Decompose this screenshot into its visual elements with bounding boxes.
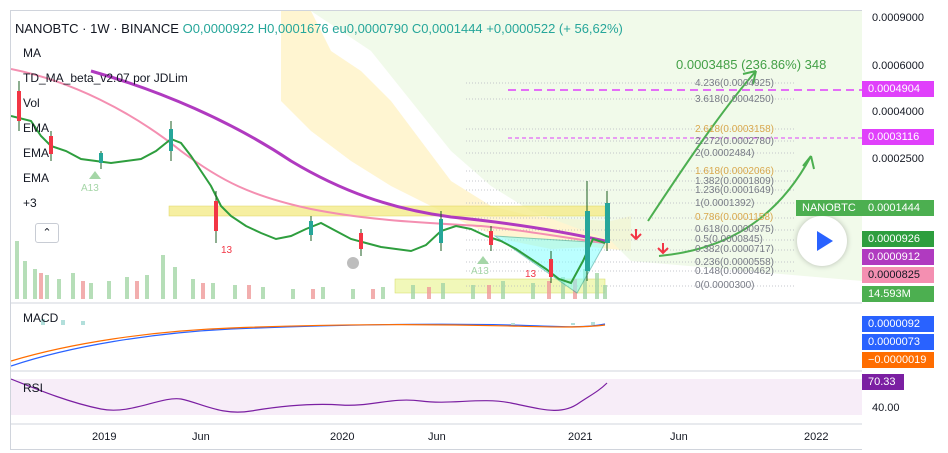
time-label-jun-2020: Jun [428, 431, 446, 443]
tag-macd-3: −0.0000019 [862, 352, 934, 368]
tag-0001444: 0.0001444 [862, 200, 934, 216]
red-arrow-2 [657, 243, 669, 255]
tag-macd-1: 0.0000092 [862, 316, 934, 332]
time-label-2022: 2022 [804, 431, 829, 443]
tag-rsi: 70.33 [862, 374, 904, 390]
play-icon [817, 231, 833, 251]
time-label-jun-2021: Jun [670, 431, 688, 443]
macd-label[interactable]: MACD [23, 311, 59, 325]
projection-arrow-2-head [802, 155, 815, 170]
td-line-green [11, 115, 606, 285]
fib-4236: 4.236(0.0004925) [695, 78, 774, 89]
tag-0000912: 0.0000912 [862, 249, 934, 265]
macd-histogram [41, 319, 595, 325]
time-label-2019: 2019 [92, 431, 117, 443]
rsi-label[interactable]: RSI [23, 381, 44, 395]
projection-arrow-1-head [742, 70, 757, 85]
time-label-2021: 2021 [568, 431, 593, 443]
tag-0004904: 0.0004904 [862, 81, 934, 97]
tag-0003116: 0.0003116 [862, 129, 934, 145]
rsi-line [11, 378, 608, 413]
time-label-jun-2019: Jun [192, 431, 210, 443]
green-cloud [311, 11, 862, 281]
rsi-band [11, 379, 862, 415]
a13-triangle-2 [477, 256, 489, 264]
indicator-ema-2[interactable]: EMA [23, 146, 50, 160]
a13-label-2: A13 [471, 266, 489, 277]
ohlc-open: O0,0000922 [182, 21, 255, 36]
indicator-ma[interactable]: MA [23, 46, 41, 60]
macd-line [11, 323, 606, 367]
ohlc-change: +0,0000522 (+ 56,62%) [486, 21, 623, 36]
symbol-tag: NANOBTC [796, 200, 862, 216]
chart-frame[interactable]: NANOBTC · 1W · BINANCE O0,0000922 H0,000… [10, 10, 863, 450]
td-13-label-1: 13 [221, 245, 233, 256]
fib-05: 0.5(0.0000845) [695, 234, 763, 245]
symbol-title[interactable]: NANOBTC · 1W · BINANCE [15, 21, 179, 36]
td-13-label-2: 13 [525, 269, 537, 280]
fib-1618: 1.618(0.0002066) [695, 166, 774, 177]
ma-purple [90, 69, 606, 243]
ohlc-close: C0,0001444 [411, 21, 483, 36]
tag-macd-2: 0.0000073 [862, 334, 934, 350]
collapse-legend-button[interactable]: ⌃ [35, 223, 59, 243]
indicator-ema-1[interactable]: EMA [23, 121, 50, 135]
fib-0618: 0.618(0.0000975) [695, 224, 774, 235]
target-label: 0.0003485 (236.86%) 348 [676, 57, 827, 72]
ohlc-high: H0,0001676 [257, 21, 329, 36]
price-tick-2: 0.0006000 [872, 60, 924, 72]
fib-3618: 3.618(0.0004250) [695, 94, 774, 105]
indicator-ema-3[interactable]: EMA [23, 171, 50, 185]
fib-0: 0(0.0000300) [695, 280, 755, 291]
fib-2272: 2.272(0.0002780) [695, 136, 774, 147]
ema-pink [11, 68, 606, 244]
fib-0382: 0.382(0.0000717) [695, 244, 774, 255]
a13-label-1: A13 [81, 183, 99, 194]
tag-0000926: 0.0000926 [862, 231, 934, 247]
fib-1236: 1.236(0.0001649) [695, 185, 774, 196]
projection-arrow-1 [647, 70, 757, 222]
price-tick-3: 0.0004000 [872, 106, 924, 118]
chart-canvas[interactable] [11, 11, 862, 449]
red-arrow-1 [630, 229, 642, 241]
indicator-more[interactable]: +3 [23, 196, 37, 210]
ohlc-low: eu0,0000790 [332, 21, 409, 36]
fib-0236: 0.236(0.0000558) [695, 257, 774, 268]
macd-signal [11, 324, 606, 362]
indicator-td-ma[interactable]: TD_MA_beta_v2.07 por JDLim [23, 71, 188, 85]
indicator-vol[interactable]: Vol [23, 96, 40, 110]
fib-1382: 1.382(0.0001809) [695, 176, 774, 187]
fib-1: 1(0.0001392) [695, 198, 755, 209]
tag-0000825: 0.0000825 [862, 267, 934, 283]
projection-arrow-2 [658, 155, 812, 257]
rsi-tick-40: 40.00 [872, 402, 900, 414]
resistance-zone [168, 205, 606, 217]
circle-mark [347, 257, 359, 269]
play-button[interactable] [797, 216, 847, 266]
volume-bars [15, 241, 607, 299]
fib-0148: 0.148(0.0000462) [695, 266, 774, 277]
fib-2: 2(0.0002484) [695, 148, 755, 159]
a13-triangle-1 [89, 171, 101, 179]
candle-bodies [17, 91, 610, 277]
fib-0786: 0.786(0.0001158) [695, 212, 774, 223]
fib-2618: 2.618(0.0003158) [695, 124, 774, 135]
time-label-2020: 2020 [330, 431, 355, 443]
price-tick-1: 0.0009000 [872, 12, 924, 24]
price-tick-4: 0.0002500 [872, 153, 924, 165]
tag-volume: 14.593M [862, 286, 934, 302]
